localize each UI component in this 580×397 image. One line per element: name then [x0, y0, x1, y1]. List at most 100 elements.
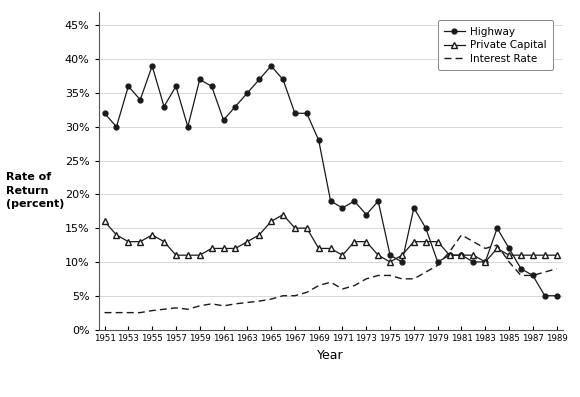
Interest Rate — [339, 287, 346, 291]
Private Capital — [517, 253, 524, 258]
Private Capital — [196, 253, 203, 258]
Interest Rate — [446, 249, 453, 254]
Interest Rate — [161, 307, 168, 312]
Highway — [280, 77, 287, 82]
Private Capital — [113, 233, 120, 237]
Highway — [339, 206, 346, 210]
Highway — [315, 138, 322, 143]
Private Capital — [161, 239, 168, 244]
Interest Rate — [280, 293, 287, 298]
Highway — [113, 124, 120, 129]
Private Capital — [172, 253, 179, 258]
Private Capital — [220, 246, 227, 251]
Interest Rate — [351, 283, 358, 288]
Highway — [125, 84, 132, 89]
Private Capital — [315, 246, 322, 251]
Highway — [517, 266, 524, 271]
Interest Rate — [137, 310, 144, 315]
Private Capital — [470, 253, 477, 258]
Highway — [101, 111, 108, 116]
Private Capital — [541, 253, 548, 258]
Private Capital — [327, 246, 334, 251]
Interest Rate — [363, 276, 370, 281]
Highway — [172, 84, 179, 89]
Highway — [422, 226, 429, 231]
Private Capital — [267, 219, 274, 224]
Highway — [553, 293, 560, 298]
Private Capital — [506, 253, 513, 258]
Highway — [208, 84, 215, 89]
Line: Private Capital: Private Capital — [102, 212, 560, 265]
Private Capital — [184, 253, 191, 258]
Interest Rate — [196, 303, 203, 308]
X-axis label: Year: Year — [317, 349, 344, 362]
Private Capital — [553, 253, 560, 258]
Private Capital — [101, 219, 108, 224]
Interest Rate — [434, 263, 441, 268]
Interest Rate — [267, 297, 274, 301]
Highway — [434, 260, 441, 264]
Highway — [184, 124, 191, 129]
Text: Rate of
Return
(percent): Rate of Return (percent) — [6, 172, 64, 209]
Private Capital — [291, 226, 298, 231]
Interest Rate — [387, 273, 394, 278]
Interest Rate — [494, 243, 501, 247]
Private Capital — [148, 233, 155, 237]
Legend: Highway, Private Capital, Interest Rate: Highway, Private Capital, Interest Rate — [437, 20, 553, 70]
Interest Rate — [113, 310, 120, 315]
Interest Rate — [482, 246, 489, 251]
Private Capital — [422, 239, 429, 244]
Highway — [541, 293, 548, 298]
Interest Rate — [327, 280, 334, 285]
Interest Rate — [172, 306, 179, 310]
Highway — [256, 77, 263, 82]
Interest Rate — [530, 273, 536, 278]
Interest Rate — [517, 273, 524, 278]
Highway — [148, 64, 155, 68]
Highway — [327, 199, 334, 204]
Interest Rate — [291, 293, 298, 298]
Interest Rate — [375, 273, 382, 278]
Interest Rate — [208, 301, 215, 306]
Private Capital — [434, 239, 441, 244]
Private Capital — [482, 260, 489, 264]
Highway — [375, 199, 382, 204]
Interest Rate — [303, 290, 310, 295]
Highway — [506, 246, 513, 251]
Interest Rate — [315, 283, 322, 288]
Interest Rate — [458, 233, 465, 237]
Interest Rate — [470, 239, 477, 244]
Line: Interest Rate: Interest Rate — [104, 235, 557, 312]
Interest Rate — [184, 307, 191, 312]
Highway — [267, 64, 274, 68]
Line: Highway: Highway — [102, 64, 559, 298]
Interest Rate — [506, 260, 513, 264]
Private Capital — [375, 253, 382, 258]
Highway — [411, 206, 418, 210]
Private Capital — [530, 253, 536, 258]
Highway — [244, 91, 251, 95]
Highway — [398, 260, 405, 264]
Highway — [458, 253, 465, 258]
Highway — [494, 226, 501, 231]
Highway — [351, 199, 358, 204]
Highway — [137, 97, 144, 102]
Private Capital — [398, 253, 405, 258]
Interest Rate — [148, 308, 155, 313]
Private Capital — [351, 239, 358, 244]
Highway — [220, 118, 227, 122]
Private Capital — [494, 246, 501, 251]
Private Capital — [232, 246, 239, 251]
Interest Rate — [541, 270, 548, 274]
Highway — [446, 253, 453, 258]
Private Capital — [208, 246, 215, 251]
Interest Rate — [125, 310, 132, 315]
Interest Rate — [411, 276, 418, 281]
Highway — [303, 111, 310, 116]
Interest Rate — [244, 300, 251, 305]
Private Capital — [303, 226, 310, 231]
Private Capital — [411, 239, 418, 244]
Private Capital — [256, 233, 263, 237]
Interest Rate — [256, 299, 263, 304]
Private Capital — [458, 253, 465, 258]
